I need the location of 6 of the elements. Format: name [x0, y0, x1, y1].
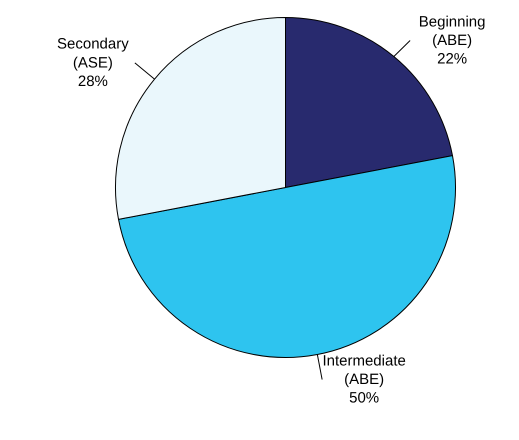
- slice-label: Intermediate (ABE): [322, 352, 406, 388]
- slice-label: Beginning (ABE): [418, 13, 486, 49]
- data-label: 28%: [78, 73, 108, 90]
- data-label: 50%: [349, 390, 380, 407]
- data-label: 22%: [437, 50, 468, 68]
- slice-label: Secondary (ASE): [57, 36, 130, 72]
